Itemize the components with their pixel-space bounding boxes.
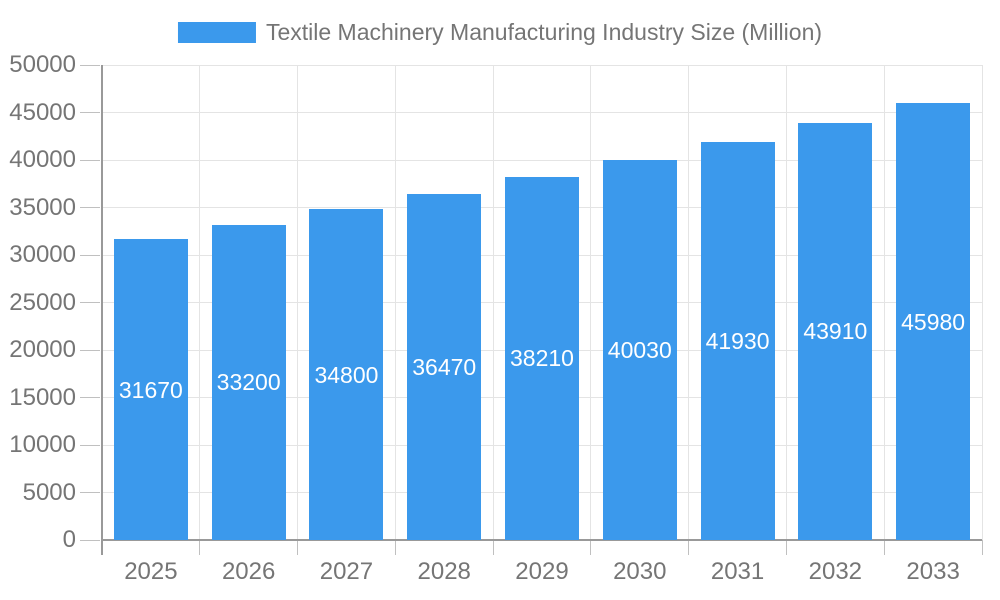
y-tick-label: 40000 [9,146,76,173]
x-tick-label: 2028 [417,558,471,585]
legend[interactable]: Textile Machinery Manufacturing Industry… [177,19,823,45]
y-tick [80,539,100,541]
y-tick [80,112,100,113]
h-gridline [102,64,982,66]
bar-value-label: 38210 [510,345,574,372]
x-tick [981,540,983,555]
y-tick-label: 20000 [9,336,76,363]
x-tick-label: 2033 [906,558,960,585]
y-tick [80,302,100,303]
h-gridline [102,112,982,113]
bar[interactable]: 31670 [113,239,188,540]
x-tick-label: 2025 [124,558,178,585]
v-gridline [297,65,299,540]
y-tick [80,444,100,446]
y-tick-label: 0 [62,526,76,553]
bar-value-label: 33200 [216,369,281,396]
legend-swatch-icon [177,21,256,43]
x-tick [199,540,201,555]
bar-value-label: 40030 [607,336,672,363]
y-tick [80,207,100,208]
bar-value-label: 36470 [412,353,477,380]
bar[interactable]: 38210 [505,177,579,540]
bar-value-label: 43910 [803,318,868,345]
y-tick-label: 50000 [9,51,76,78]
x-tick-label: 2030 [613,558,667,585]
x-tick [297,540,299,555]
v-gridline [394,65,396,540]
x-tick-label: 2026 [221,558,276,585]
bar[interactable]: 33200 [211,224,286,540]
y-tick-label: 5000 [22,478,76,506]
bar-value-label: 31670 [118,376,183,403]
legend-label: Textile Machinery Manufacturing Industry… [265,19,823,45]
y-tick [80,397,100,398]
v-gridline [199,65,201,540]
bar[interactable]: 40030 [602,159,677,540]
bar-value-label: 34800 [314,361,379,388]
y-tick-label: 15000 [9,383,76,411]
bar[interactable]: 34800 [309,209,384,540]
x-tick [785,540,787,555]
bar[interactable]: 45980 [896,103,971,540]
y-tick [80,492,100,493]
v-gridline [590,65,592,540]
y-tick-label: 10000 [9,431,76,458]
x-tick-label: 2029 [515,558,569,585]
y-tick-label: 25000 [9,288,76,316]
y-tick-label: 35000 [9,193,76,221]
bar-value-label: 41930 [705,327,770,354]
x-tick [590,540,592,555]
x-tick [394,540,396,555]
v-gridline [883,65,885,540]
x-tick [883,540,885,555]
y-tick-label: 45000 [9,98,76,126]
bar[interactable]: 43910 [798,122,873,540]
x-tick-label: 2032 [808,558,863,585]
bar[interactable]: 41930 [700,141,775,540]
y-tick-label: 30000 [9,241,76,268]
x-tick-label: 2027 [319,558,374,585]
y-axis-line [101,65,103,555]
h-gridline [102,159,982,161]
bar[interactable]: 36470 [407,193,482,540]
y-tick [80,254,100,256]
x-tick [688,540,690,555]
x-tick-label: 2031 [710,558,765,585]
v-gridline [492,65,494,540]
y-tick [80,349,100,351]
v-gridline [785,65,787,540]
x-tick [492,540,494,555]
bar-value-label: 45980 [901,308,966,335]
y-tick [80,64,100,66]
v-gridline [981,65,983,540]
y-tick [80,159,100,161]
v-gridline [688,65,690,540]
